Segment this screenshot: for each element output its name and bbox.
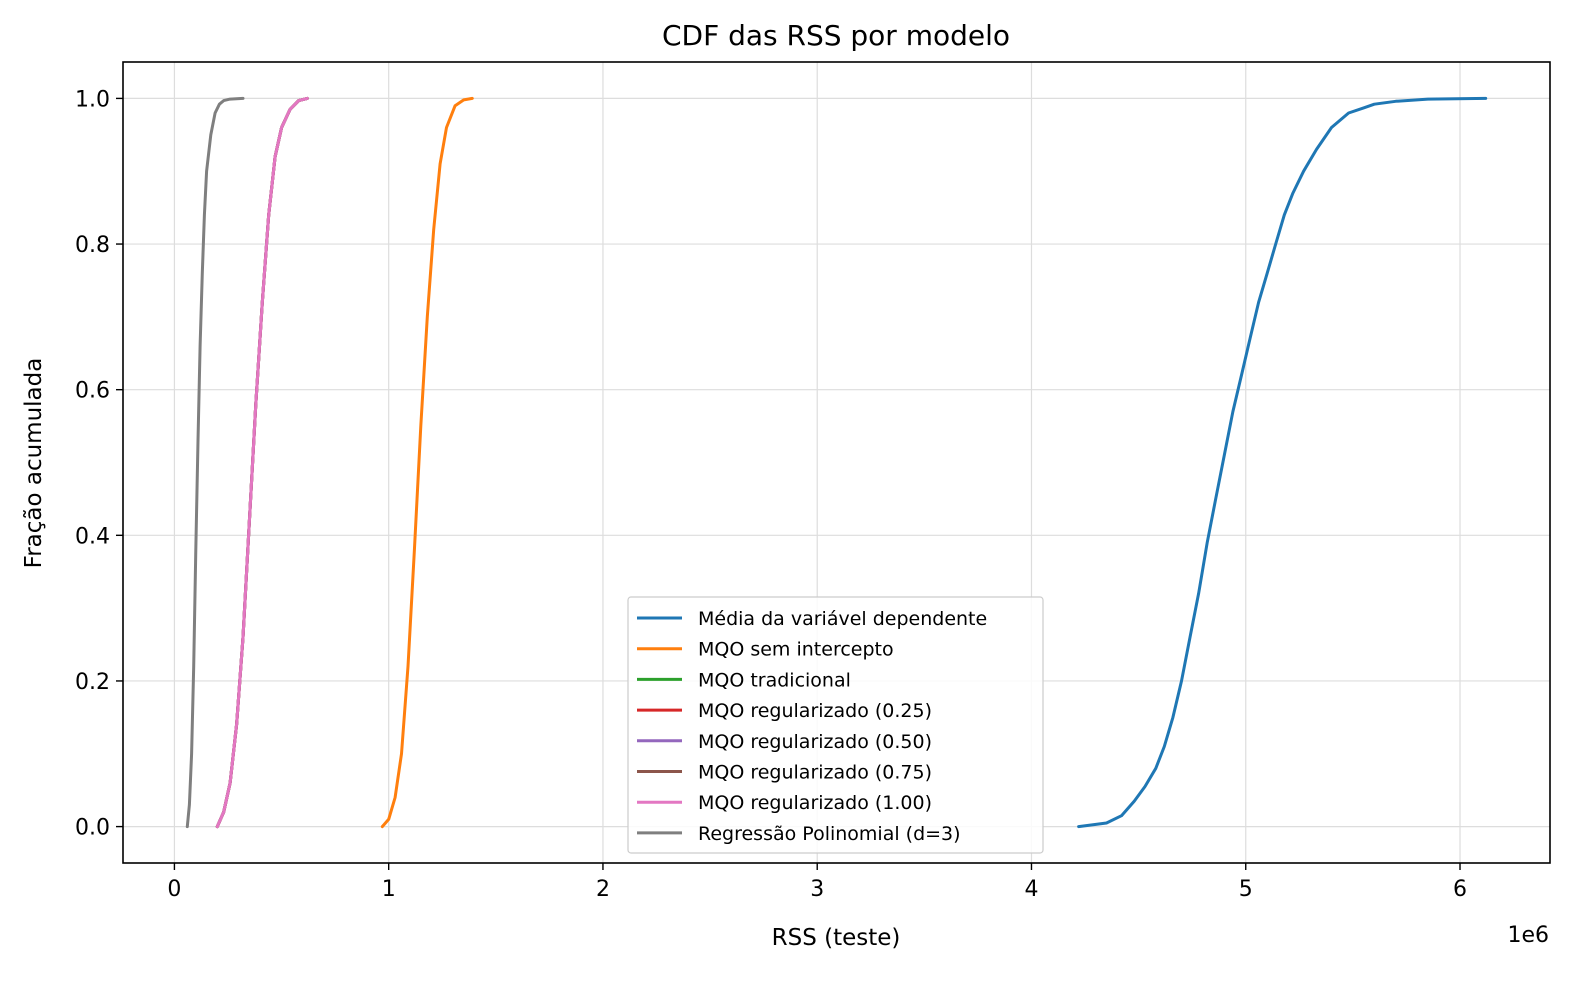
x-tick-label: 6: [1453, 877, 1467, 902]
legend-box: [627, 596, 1044, 854]
y-tick-label: 0.8: [75, 233, 110, 258]
legend-label: MQO regularizado (0.50): [698, 731, 932, 753]
chart-title: CDF das RSS por modelo: [662, 19, 1010, 52]
y-tick-label: 0.4: [75, 524, 110, 549]
legend-label: MQO regularizado (1.00): [698, 792, 932, 814]
legend-label: MQO regularizado (0.25): [698, 700, 932, 722]
grid-lines: [123, 62, 1550, 863]
legend-label: Média da variável dependente: [698, 608, 987, 630]
y-axis-label: Fração acumulada: [21, 358, 47, 569]
y-tick-label: 0.0: [75, 816, 110, 841]
legend-label: MQO regularizado (0.75): [698, 762, 932, 784]
series-lines: [185, 96, 1488, 829]
x-axis-label: RSS (teste): [772, 925, 901, 951]
plot-frame: [122, 61, 1551, 864]
x-tick-label: 2: [596, 877, 610, 902]
axis-ticks: 0 1 2 3 4 5 6 0.0 0.2 0.4 0.6 0.8 1.0: [75, 87, 1467, 902]
series-line-8: [185, 96, 245, 829]
x-tick-label: 0: [167, 877, 181, 902]
x-axis-offset-label: 1e6: [1507, 923, 1549, 948]
y-tick-label: 0.2: [75, 670, 110, 695]
series-line-2: [380, 96, 474, 829]
x-tick-label: 1: [382, 877, 396, 902]
legend-label: MQO tradicional: [698, 669, 851, 691]
x-tick-label: 3: [810, 877, 824, 902]
legend-label: MQO sem intercepto: [698, 639, 894, 661]
y-tick-label: 0.6: [75, 379, 110, 404]
legend: Média da variável dependente MQO sem inte…: [627, 596, 1044, 854]
series-line-1: [1077, 96, 1488, 829]
x-tick-label: 4: [1024, 877, 1038, 902]
y-tick-label: 1.0: [75, 87, 110, 112]
legend-label: Regressão Polinomial (d=3): [698, 823, 961, 845]
x-tick-label: 5: [1239, 877, 1253, 902]
series-line-7: [215, 96, 309, 829]
